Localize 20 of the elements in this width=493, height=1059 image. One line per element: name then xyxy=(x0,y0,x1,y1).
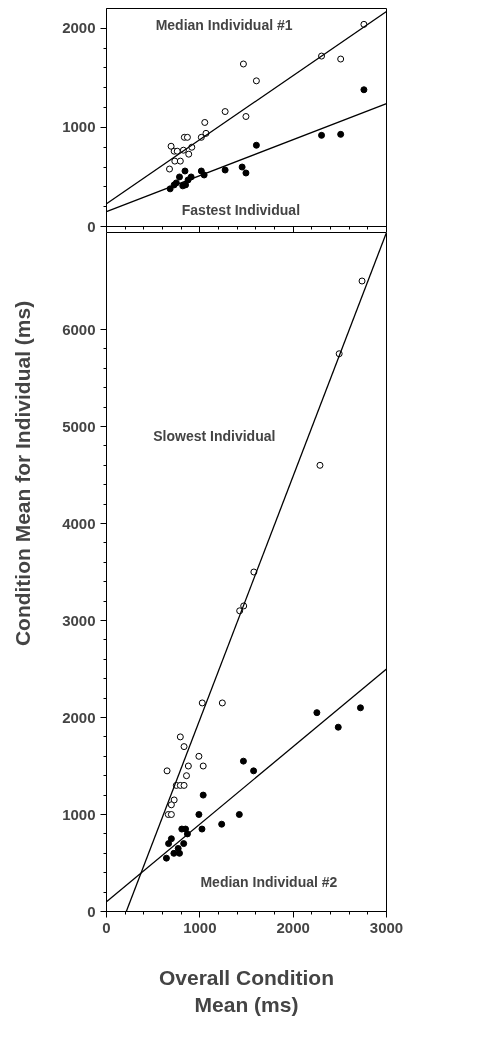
y-tick-label: 0 xyxy=(87,902,96,920)
y-tick-label: 2000 xyxy=(62,708,96,726)
text: Slowest Individual xyxy=(153,428,276,445)
x-tick-label: 2000 xyxy=(276,918,310,936)
series-label: Fastest Individual xyxy=(181,202,301,219)
y-tick-label: 1000 xyxy=(62,805,96,823)
y-tick-label: 5000 xyxy=(62,417,96,435)
y-tick-label: 0 xyxy=(87,217,96,235)
x-tick-label: 3000 xyxy=(369,918,404,936)
text: Median Individual #2 xyxy=(200,874,338,891)
y-tick-label: 1000 xyxy=(62,118,96,136)
y-tick-label: 4000 xyxy=(62,514,96,532)
x-tick-label: 1000 xyxy=(183,918,217,936)
y-tick-label: 6000 xyxy=(62,320,96,338)
y-axis-title: Condition Mean for Individual (ms) xyxy=(11,300,34,647)
y-tick-label: 2000 xyxy=(62,19,96,37)
x-axis-title: Overall Condition Mean (ms) xyxy=(158,965,335,1017)
y-tick-label: 3000 xyxy=(62,611,96,629)
x-tick-label: 0 xyxy=(102,918,111,936)
text: Median Individual #1 xyxy=(155,16,293,33)
